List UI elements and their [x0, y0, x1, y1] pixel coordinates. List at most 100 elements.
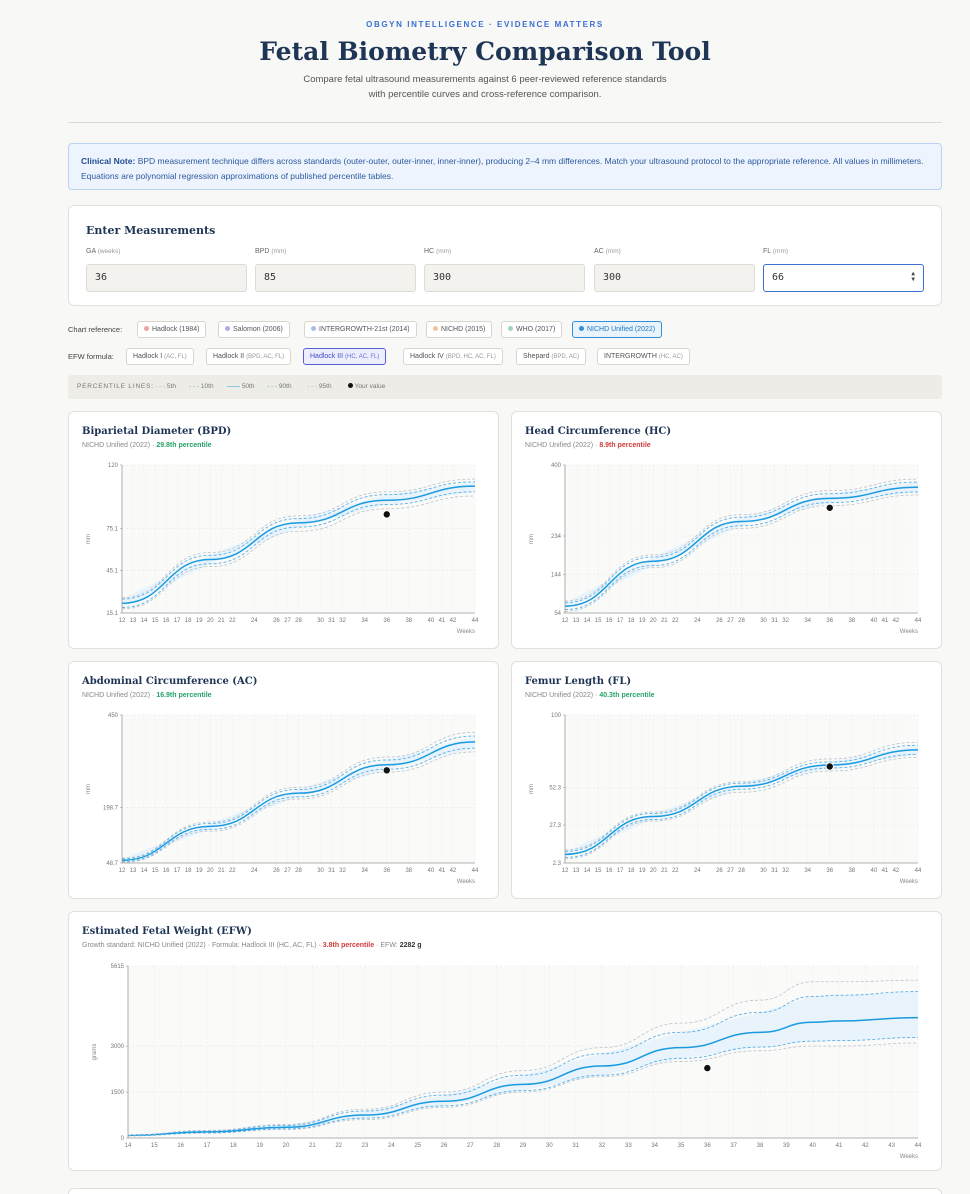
x-tick-label: 34: [361, 618, 368, 624]
hc-input[interactable]: 300: [424, 264, 585, 292]
legend-90th-label: 90th: [278, 383, 292, 390]
formula-hadlock-iv[interactable]: Hadlock IV (BPD, HC, AC, FL): [403, 348, 503, 365]
formula-hadlock-iii[interactable]: Hadlock III (HC, AC, FL): [303, 348, 387, 365]
percentile-band: [565, 745, 918, 858]
bpd-field: BPD (mm) 85: [255, 248, 416, 292]
x-tick-label: 35: [678, 1143, 685, 1149]
x-tick-label: 26: [716, 868, 723, 874]
page-title: Fetal Biometry Comparison Tool: [259, 37, 711, 66]
x-tick-label: 20: [207, 618, 214, 624]
p5-line: [121, 495, 476, 610]
ref-label: INTERGROWTH-21st (2014): [319, 326, 410, 333]
dash-blue-icon: - - -: [189, 383, 200, 390]
y-tick-label: 1500: [111, 1090, 125, 1096]
your-value-point: [825, 503, 834, 512]
formula-params: (AC, FL): [164, 354, 187, 360]
bpd-source: NICHD Unified (2022) ·: [82, 442, 157, 449]
y-axis-label: mm: [86, 784, 92, 794]
y-tick-label: 0: [121, 1136, 125, 1142]
x-tick-label: 34: [804, 618, 811, 624]
ga-input[interactable]: 36: [86, 264, 247, 292]
dash-gray-icon: - - -: [155, 383, 166, 390]
bpd-input[interactable]: 85: [255, 264, 416, 292]
percentile-band: [122, 481, 475, 608]
x-tick-label: 18: [628, 868, 635, 874]
p5-line: [127, 1042, 919, 1137]
fl-spinner-icon[interactable]: ▲ ▼: [911, 270, 915, 283]
ga-label: GA: [86, 248, 96, 255]
x-tick-label: 26: [441, 1143, 448, 1149]
fl-unit: (mm): [772, 248, 789, 255]
ref-label: NICHD Unified (2022): [587, 326, 656, 333]
y-tick-label: 198.7: [103, 806, 119, 812]
x-tick-label: 19: [639, 868, 646, 874]
x-tick-label: 42: [450, 868, 457, 874]
bpd-unit: (mm): [271, 248, 287, 255]
x-tick-label: 31: [328, 868, 335, 874]
fl-input-value: 66: [772, 272, 785, 283]
x-tick-label: 42: [893, 868, 900, 874]
x-tick-label: 15: [152, 618, 159, 624]
fl-field: FL (mm) 66 ▲ ▼: [763, 248, 924, 292]
chart-reference-label: Chart reference:: [68, 325, 123, 334]
ref-nichd-unified-2022[interactable]: NICHD Unified (2022): [572, 321, 663, 338]
y-tick-label: 100: [551, 713, 562, 719]
x-tick-label: 27: [727, 618, 734, 624]
y-tick-label: 3000: [111, 1044, 125, 1050]
x-tick-label: 17: [174, 618, 181, 624]
x-tick-label: 22: [672, 618, 679, 624]
efw-value: 2282 g: [399, 942, 422, 949]
x-tick-label: 31: [771, 868, 778, 874]
ref-nichd-2015[interactable]: NICHD (2015): [426, 321, 493, 338]
x-axis-label: Weeks: [900, 1154, 918, 1160]
x-tick-label: 44: [472, 618, 479, 624]
hc-chart-card: Head Circumference (HC) NICHD Unified (2…: [511, 411, 942, 649]
fl-chart-card: Femur Length (FL) NICHD Unified (2022) ·…: [511, 661, 942, 899]
p95-line: [564, 741, 919, 851]
formula-params: (BPD, AC, FL): [246, 354, 285, 360]
brand-kicker: OBGYN INTELLIGENCE · EVIDENCE MATTERS: [366, 20, 604, 29]
hc-chart-subtitle: NICHD Unified (2022) · 8.9th percentile: [525, 442, 651, 449]
formula-params: (BPD, HC, AC, FL): [445, 354, 496, 360]
x-tick-label: 23: [362, 1143, 369, 1149]
x-tick-label: 24: [251, 618, 258, 624]
ref-label: NICHD (2015): [441, 326, 486, 333]
x-tick-label: 39: [783, 1143, 790, 1149]
fl-input[interactable]: 66 ▲ ▼: [763, 264, 924, 292]
ac-input[interactable]: 300: [594, 264, 755, 292]
x-tick-label: 34: [651, 1143, 658, 1149]
y-tick-label: 75.1: [106, 526, 118, 532]
x-tick-label: 16: [163, 618, 170, 624]
dot-icon: [311, 326, 316, 331]
x-tick-label: 36: [826, 618, 833, 624]
x-tick-label: 20: [207, 868, 214, 874]
formula-intergrowth[interactable]: INTERGROWTH (HC, AC): [597, 348, 690, 365]
solid-blue-icon: ——: [227, 383, 240, 390]
x-tick-label: 40: [871, 618, 878, 624]
formula-params: (HC, AC): [658, 354, 683, 360]
p90-line: [564, 744, 919, 852]
x-tick-label: 44: [472, 868, 479, 874]
ref-hadlock-1984[interactable]: Hadlock (1984): [137, 321, 207, 338]
ref-who-2017[interactable]: WHO (2017): [501, 321, 563, 338]
x-tick-label: 18: [628, 618, 635, 624]
formula-hadlock-i[interactable]: Hadlock I (AC, FL): [126, 348, 194, 365]
bpd-percentile: 29.8th percentile: [156, 442, 212, 449]
x-tick-label: 41: [439, 618, 446, 624]
x-tick-label: 26: [273, 868, 280, 874]
y-tick-label: 45.1: [106, 569, 118, 575]
y-tick-label: 450: [108, 713, 119, 719]
legend-your-value-label: Your value: [354, 383, 386, 390]
p50-line: [127, 1016, 919, 1137]
next-section-card: [68, 1188, 942, 1194]
x-tick-label: 43: [888, 1143, 895, 1149]
x-tick-label: 33: [625, 1143, 632, 1149]
x-tick-label: 15: [595, 618, 602, 624]
x-tick-label: 12: [119, 868, 126, 874]
formula-shepard[interactable]: Shepard (BPD, AC): [516, 348, 587, 365]
formula-hadlock-ii[interactable]: Hadlock II (BPD, AC, FL): [206, 348, 292, 365]
x-tick-label: 21: [309, 1143, 316, 1149]
ref-salomon-2006[interactable]: Salomon (2006): [218, 321, 290, 338]
ref-intergrowth-2014[interactable]: INTERGROWTH-21st (2014): [304, 321, 417, 338]
x-tick-label: 29: [520, 1143, 527, 1149]
